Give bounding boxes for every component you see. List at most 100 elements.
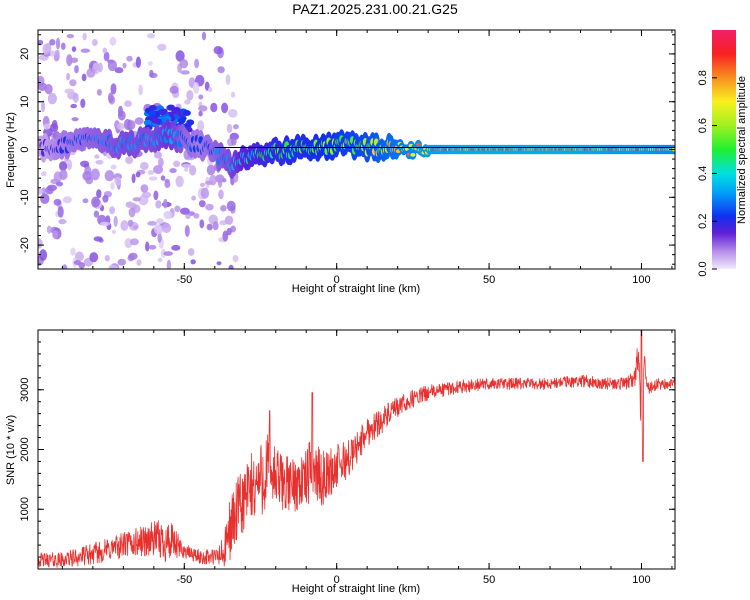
heatmap-cell (156, 218, 163, 224)
heatmap-cell (92, 39, 98, 46)
heatmap-cell (227, 124, 233, 133)
heatmap-cell (214, 46, 223, 54)
snr-xlabel: Height of straight line (km) (292, 583, 420, 595)
heatmap-cell (83, 33, 87, 41)
heatmap-cell (190, 259, 195, 264)
heatmap-cell (114, 177, 121, 186)
heatmap-cell (174, 206, 180, 213)
snr-series-line (38, 330, 675, 567)
heatmap-cell (133, 225, 138, 229)
colorbar-tick-label: 0.6 (697, 118, 709, 133)
heatmap-cell (98, 62, 103, 72)
heatmap-cell (149, 70, 153, 78)
heatmap-cell (78, 262, 85, 268)
heatmap-cell (135, 117, 144, 125)
heatmap-cell (80, 99, 85, 108)
heatmap-cell (181, 70, 190, 74)
heatmap-cell (227, 201, 236, 212)
heatmap-cell (74, 65, 79, 73)
heatmap-cell (94, 236, 103, 241)
heatmap-cell (410, 153, 415, 157)
heatmap-cell (218, 190, 224, 200)
y-tick-label: -20 (19, 237, 31, 253)
heatmap-cell (63, 196, 72, 203)
heatmap-cell (226, 74, 231, 85)
heatmap-cell (228, 109, 238, 118)
colorbar-tick-label: 0.0 (697, 261, 709, 276)
heatmap-cell (157, 44, 166, 51)
heatmap-cell (61, 43, 66, 50)
y-tick-label: 1000 (19, 497, 31, 521)
heatmap-cell (180, 59, 188, 68)
heatmap-cell (233, 255, 239, 262)
heatmap-cell (148, 170, 154, 175)
heatmap-cell (217, 66, 224, 73)
heatmap-cell (133, 197, 141, 201)
heatmap-cell (227, 228, 232, 235)
heatmap-cell (210, 103, 217, 112)
snr-panel: -50 0 50 100 1000 2000 3000 Height of straight… (5, 330, 675, 595)
spectrogram-ylabel: Frequency (Hz) (5, 112, 17, 188)
heatmap-cell (161, 175, 166, 181)
heatmap-cell (201, 188, 209, 199)
colorbar-tick-label: 0.2 (697, 214, 709, 229)
heatmap-cell (148, 61, 153, 65)
heatmap-cell (58, 206, 64, 218)
heatmap-cell (36, 188, 43, 194)
heatmap-cell (140, 162, 149, 170)
heatmap-cell (198, 111, 202, 117)
heatmap-cell (136, 172, 141, 178)
heatmap-cell (81, 49, 91, 53)
heatmap-cell (220, 205, 227, 212)
heatmap-cell (186, 90, 193, 100)
heatmap-cell (100, 222, 110, 226)
heatmap-cell (114, 216, 118, 227)
heatmap-cell (110, 182, 114, 190)
heatmap-cell (155, 200, 161, 208)
heatmap-cell (218, 177, 222, 188)
heatmap-cell (136, 259, 141, 266)
heatmap-cell (45, 84, 53, 94)
heatmap-cell (105, 255, 110, 261)
heatmap-cell (125, 156, 133, 164)
heatmap-cell (126, 56, 132, 62)
heatmap-cell (152, 118, 160, 124)
x-tick-label: -50 (176, 274, 192, 286)
x-tick-label: 100 (632, 574, 650, 586)
heatmap-cell (91, 197, 100, 208)
heatmap-cell (199, 219, 204, 228)
figure: PAZ1.2025.231.00.21.G25 -50 0 50 100-20-100… (0, 0, 750, 600)
heatmap-cell (70, 248, 75, 256)
heatmap-cell (147, 33, 155, 38)
heatmap-cell (58, 219, 66, 224)
colorbar-label: Normalized spectral amplitude (736, 76, 748, 224)
spectrogram-heatmap (34, 32, 678, 273)
heatmap-cell (54, 199, 62, 206)
heatmap-cell (164, 251, 173, 256)
heatmap-cell (207, 165, 215, 176)
heatmap-cell (109, 206, 115, 214)
heatmap-cell (108, 60, 117, 71)
heatmap-cell (193, 213, 199, 219)
spectrogram-panel: -50 0 50 100-20-1001020 Height of straight … (5, 30, 678, 295)
heatmap-cell (200, 183, 205, 187)
heatmap-cell (171, 108, 179, 114)
heatmap-cell (59, 170, 67, 181)
heatmap-cell (69, 79, 76, 86)
heatmap-cell (86, 68, 95, 78)
heatmap-cell (208, 87, 212, 92)
heatmap-cell (67, 34, 74, 38)
heatmap-cell (194, 59, 199, 68)
heatmap-cell (130, 238, 139, 245)
heatmap-cell (103, 48, 107, 54)
heatmap-cell (40, 193, 49, 204)
heatmap-cell (45, 186, 53, 194)
x-tick-label: 50 (483, 274, 495, 286)
heatmap-cell (102, 195, 108, 203)
heatmap-cell (43, 124, 50, 130)
heatmap-cell (158, 158, 164, 167)
heatmap-cell (138, 85, 143, 96)
heatmap-cell (89, 252, 98, 262)
heatmap-cell (82, 171, 91, 181)
heatmap-cell (48, 93, 57, 104)
